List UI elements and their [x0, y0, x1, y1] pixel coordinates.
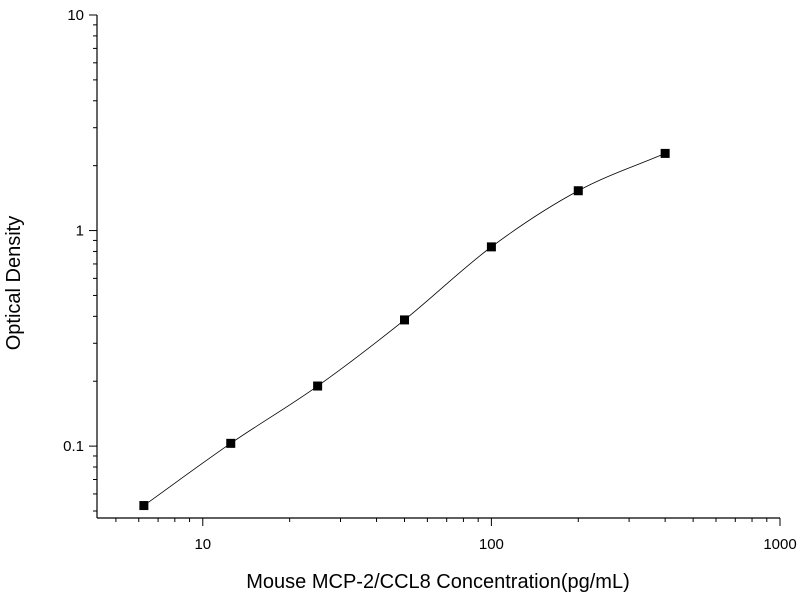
data-point — [139, 501, 149, 511]
y-ticks: 0.1 1 10 — [63, 7, 97, 512]
data-point — [313, 381, 323, 391]
data-point — [660, 148, 670, 158]
data-point — [226, 438, 236, 448]
data-point — [486, 242, 496, 252]
x-tick-label: 10 — [194, 536, 211, 553]
x-tick-label: 100 — [479, 536, 504, 553]
data-point — [400, 315, 410, 325]
data-points — [139, 148, 670, 511]
x-axis-label: Mouse MCP-2/CCL8 Concentration(pg/mL) — [246, 571, 630, 593]
fit-curve — [143, 153, 666, 506]
y-tick-label: 0.1 — [63, 438, 84, 455]
y-tick-label: 1 — [76, 223, 84, 240]
data-point — [573, 186, 583, 196]
y-axis-label: Optical Density — [3, 216, 25, 351]
plot-area: 0.1 1 10 10 100 1000 — [63, 7, 797, 553]
y-tick-label: 10 — [67, 7, 84, 24]
x-tick-label: 1000 — [763, 536, 796, 553]
x-ticks: 10 100 1000 — [115, 518, 797, 553]
